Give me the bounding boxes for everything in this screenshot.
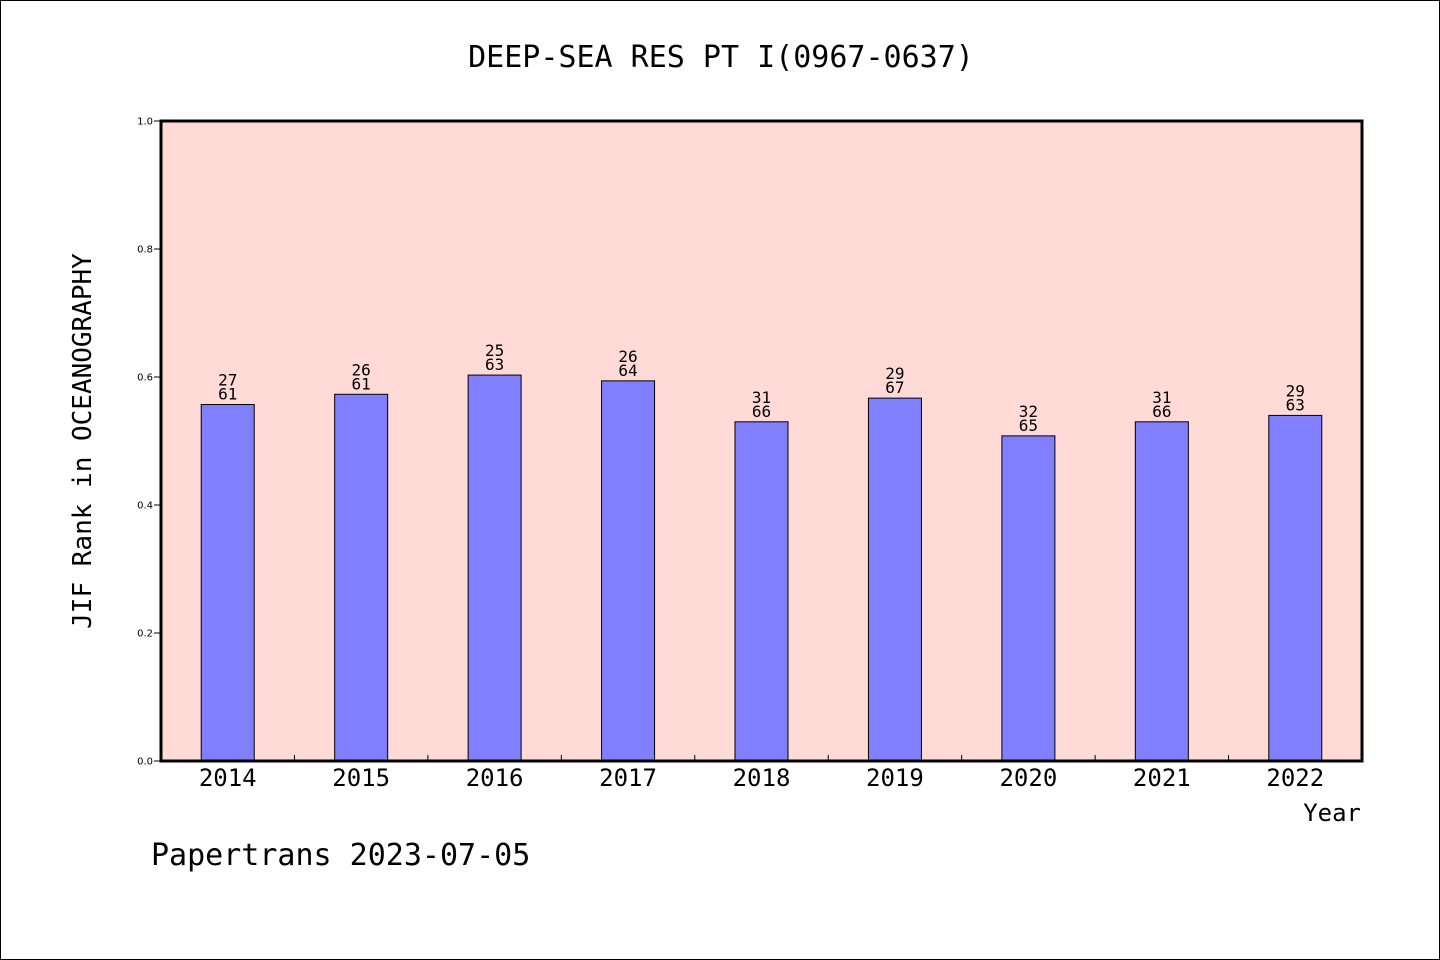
y-tick-label: 0.6 [137,373,153,384]
y-tick-label: 0.2 [137,629,153,640]
bar-label-2015-rank: 26 [352,360,371,379]
x-axis-title: Year [1303,799,1361,827]
bar-label-2022-total: 63 [1286,395,1305,414]
x-axis: 2014 2015 2016 2017 2018 2019 2020 2021 2022 [199,755,1324,792]
bar-label-2018-rank: 31 [752,388,771,407]
bar-2020 [1001,435,1056,762]
bar-label-2014-rank: 27 [218,371,237,390]
y-tick-label: 1.0 [137,117,153,128]
y-tick-label: 0.0 [137,757,153,768]
bar-label-2022-rank: 29 [1286,381,1305,400]
bar-2014 [200,404,255,762]
x-tick-label-2014: 2014 [199,764,257,792]
bar-label-2016-rank: 25 [485,341,504,360]
bar-2015 [334,393,389,762]
footer-credit: Papertrans 2023-07-05 [151,838,530,873]
bar-label-2020-rank: 32 [1019,402,1038,421]
bar-label-2017-rank: 26 [618,347,637,366]
bar-label-2017-total: 64 [618,361,637,380]
bar-label-2020-total: 65 [1019,416,1038,435]
x-tick-label-2019: 2019 [866,764,924,792]
bar-2016 [467,374,522,762]
bar-2022 [1268,414,1323,762]
chart-title: DEEP-SEA RES PT I(0967-0637) [468,40,974,75]
bar-label-2019-rank: 29 [885,364,904,383]
x-tick-label-2016: 2016 [466,764,524,792]
bar-2017 [601,380,656,762]
y-tick-label: 0.8 [137,245,153,256]
x-tick-label-2015: 2015 [332,764,390,792]
x-tick-label-2021: 2021 [1133,764,1191,792]
bar-label-2016-total: 63 [485,355,504,374]
y-axis-title: JIF Rank in OCEANOGRAPHY [68,253,98,629]
plot-border [159,119,1364,763]
bar-label-2015-total: 61 [352,374,371,393]
bar-label-2021-rank: 31 [1152,388,1171,407]
bar-label-2021-total: 66 [1152,402,1171,421]
y-tick-label: 0.4 [137,501,153,512]
bar-2021 [1134,421,1189,762]
bar-label-2019-total: 67 [885,378,904,397]
x-tick-label-2022: 2022 [1266,764,1324,792]
bar-label-2014-total: 61 [218,385,237,404]
bar-2018 [734,421,789,762]
x-tick-label-2020: 2020 [999,764,1057,792]
y-axis: 0.0 0.2 0.4 0.6 0.8 1.0 [137,117,161,768]
bar-2019 [867,397,922,762]
x-tick-label-2017: 2017 [599,764,657,792]
bar-label-2018-total: 66 [752,402,771,421]
bars-layer [200,374,1323,762]
x-tick-label-2018: 2018 [733,764,791,792]
